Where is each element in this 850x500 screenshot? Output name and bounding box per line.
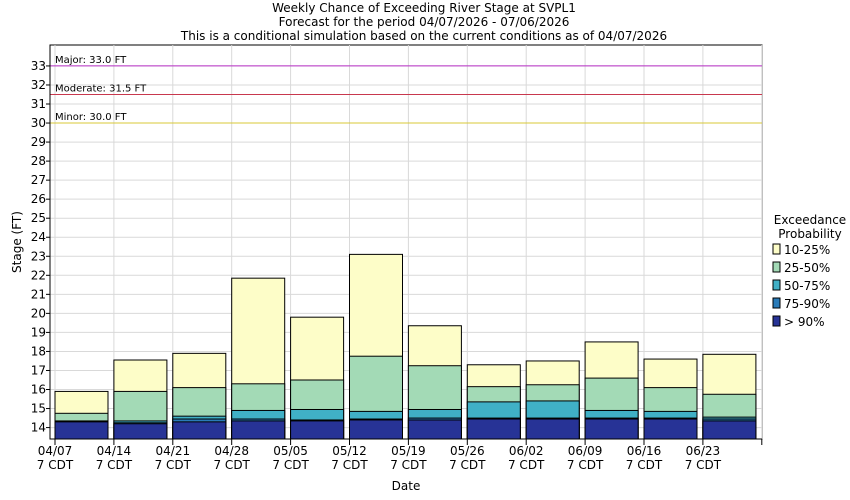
- y-tick-label: 19: [31, 325, 46, 339]
- y-tick-label: 15: [31, 402, 46, 416]
- bar-segment-gt90: [349, 419, 403, 440]
- bar-segment-gt90: [54, 421, 109, 440]
- x-tick-label-date: 06/02: [509, 444, 544, 458]
- chart-title-line-2: Forecast for the period 04/07/2026 - 07/…: [279, 15, 570, 29]
- y-tick-label: 22: [31, 268, 46, 282]
- x-tick-label-tz: 7 CDT: [331, 458, 368, 472]
- y-tick-label: 18: [31, 344, 46, 358]
- x-tick-label-date: 04/14: [97, 444, 132, 458]
- legend-swatch: [772, 315, 781, 327]
- x-tick-label-date: 06/09: [568, 444, 603, 458]
- legend-swatch: [772, 243, 781, 255]
- y-tick-label: 28: [31, 154, 46, 168]
- legend-label: 75-90%: [784, 297, 830, 311]
- legend-label: 25-50%: [784, 261, 830, 275]
- chart-title-line-3: This is a conditional simulation based o…: [180, 29, 667, 43]
- plot-area: [49, 44, 763, 440]
- threshold-label: Major: 33.0 FT: [55, 55, 127, 66]
- y-tick-label: 31: [31, 97, 46, 111]
- legend-swatch: [772, 297, 781, 309]
- x-tick-label-tz: 7 CDT: [626, 458, 663, 472]
- legend-label: > 90%: [784, 315, 825, 329]
- x-tick-label-tz: 7 CDT: [508, 458, 545, 472]
- x-tick-label-tz: 7 CDT: [685, 458, 722, 472]
- y-tick-label: 17: [31, 363, 46, 377]
- x-tick-label-tz: 7 CDT: [567, 458, 604, 472]
- x-tick-label-date: 04/07: [38, 444, 73, 458]
- bar-segment-gt90: [290, 420, 345, 440]
- x-tick-label-tz: 7 CDT: [155, 458, 192, 472]
- x-tick-label-date: 04/21: [156, 444, 191, 458]
- y-tick-label: 27: [31, 173, 46, 187]
- x-tick-label-date: 06/23: [686, 444, 721, 458]
- x-tick-label-tz: 7 CDT: [390, 458, 427, 472]
- y-tick-label: 21: [31, 287, 46, 301]
- x-tick-label-date: 05/19: [391, 444, 426, 458]
- bar-series: [54, 253, 757, 440]
- bar-segment-gt90: [466, 418, 521, 440]
- y-axis-label: Stage (FT): [10, 211, 24, 273]
- legend-title-line-1: Exceedance: [774, 213, 846, 227]
- y-tick-label: 14: [31, 421, 46, 435]
- bar-segment-gt90: [584, 418, 639, 440]
- bar-segment-gt90: [172, 421, 227, 440]
- x-tick-label-tz: 7 CDT: [96, 458, 133, 472]
- x-tick-label-tz: 7 CDT: [449, 458, 486, 472]
- x-tick-label-date: 06/16: [627, 444, 662, 458]
- x-tick-label-date: 05/05: [273, 444, 308, 458]
- x-tick-label-date: 05/26: [450, 444, 485, 458]
- gridlines: [50, 45, 763, 439]
- x-tick-label-date: 04/28: [214, 444, 249, 458]
- y-tick-label: 23: [31, 249, 46, 263]
- threshold-label: Moderate: 31.5 FT: [55, 83, 147, 94]
- y-tick-label: 25: [31, 211, 46, 225]
- x-tick-label-date: 05/12: [332, 444, 367, 458]
- bar-segment-gt90: [231, 420, 286, 440]
- bar-segment-gt90: [407, 419, 462, 440]
- x-axis-label: Date: [392, 479, 421, 493]
- legend-label: 50-75%: [784, 279, 830, 293]
- bar-segment-gt90: [643, 418, 698, 440]
- y-tick-label: 33: [31, 59, 46, 73]
- y-tick-label: 20: [31, 306, 46, 320]
- bar-segment-gt90: [113, 423, 168, 440]
- y-tick-label: 24: [31, 230, 46, 244]
- y-axis: 14 15 16 17 18 19 20 21 22 23 24 25 26 27 28 29 30 31 32 33: [31, 45, 51, 439]
- bar-segment-gt90: [525, 418, 580, 440]
- y-tick-label: 30: [31, 116, 46, 130]
- threshold-lines: Major: 33.0 FT Moderate: 31.5 FT Minor: 30…: [50, 55, 762, 124]
- bar-segment-gt90: [702, 420, 757, 440]
- legend: Exceedance Probability 10-25% 25-50% 50-75…: [772, 213, 846, 329]
- chart-title-line-1: Weekly Chance of Exceeding River Stage a…: [272, 1, 576, 15]
- y-tick-label: 32: [31, 78, 46, 92]
- x-tick-label-tz: 7 CDT: [37, 458, 74, 472]
- y-tick-label: 16: [31, 383, 46, 397]
- threshold-label: Minor: 30.0 FT: [55, 112, 127, 123]
- y-tick-label: 26: [31, 192, 46, 206]
- legend-swatch: [772, 261, 781, 273]
- legend-label: 10-25%: [784, 243, 830, 257]
- y-tick-label: 29: [31, 135, 46, 149]
- x-tick-label-tz: 7 CDT: [213, 458, 250, 472]
- legend-swatch: [772, 279, 781, 291]
- x-tick-label-tz: 7 CDT: [272, 458, 309, 472]
- legend-title-line-2: Probability: [778, 227, 841, 241]
